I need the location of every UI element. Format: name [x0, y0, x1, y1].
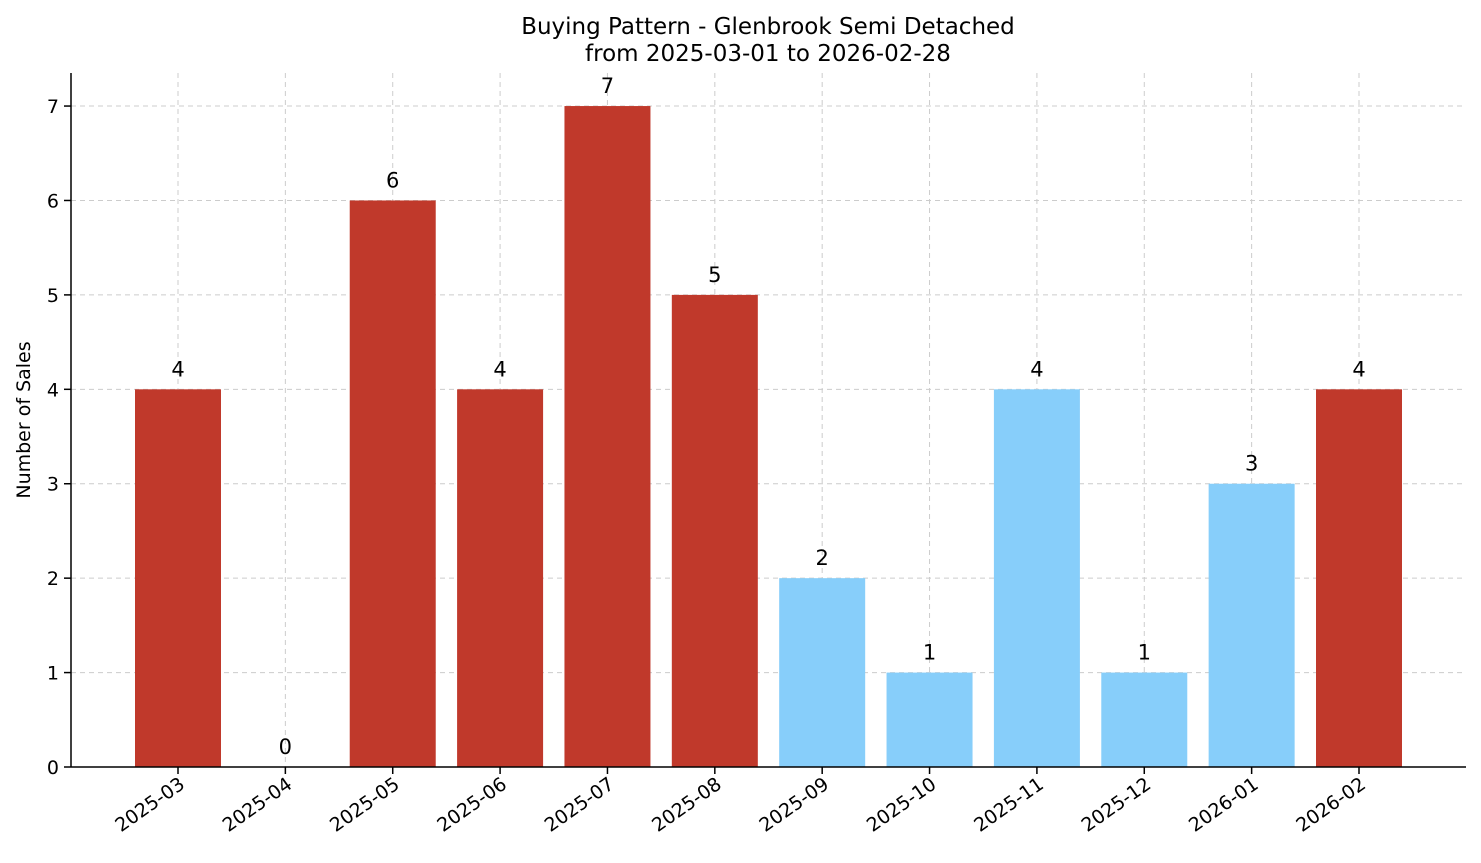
x-axis-ticks: 2025-03 2025-04 2025-05 2025-06 2025-07 2025-… — [111, 767, 1370, 837]
data-label-2025-07: 7 — [601, 74, 614, 98]
x-tick-label-2025-03: 2025-03 — [111, 773, 189, 837]
x-tick-label-2025-08: 2025-08 — [648, 773, 726, 837]
bar-2025-08 — [671, 294, 758, 767]
data-label-2025-11: 4 — [1030, 357, 1043, 381]
y-axis-label: Number of Sales — [13, 341, 35, 498]
data-label-2025-04: 0 — [279, 735, 292, 759]
bar-2025-12 — [1101, 672, 1188, 767]
bars — [135, 106, 1402, 768]
bar-2025-07 — [564, 106, 651, 768]
chart-subtitle: from 2025-03-01 to 2026-02-28 — [585, 41, 951, 67]
y-tick-label-2: 2 — [47, 568, 59, 590]
y-tick-label-3: 3 — [47, 474, 59, 496]
data-label-2025-03: 4 — [171, 357, 184, 381]
chart-title: Buying Pattern - Glenbrook Semi Detached — [521, 14, 1015, 40]
x-tick-label-2025-07: 2025-07 — [541, 773, 619, 837]
x-tick-label-2026-02: 2026-02 — [1292, 773, 1370, 837]
x-tick-label-2025-09: 2025-09 — [755, 773, 833, 837]
y-tick-label-5: 5 — [47, 285, 59, 307]
bar-2025-06 — [457, 389, 544, 767]
axes — [70, 73, 1466, 768]
x-tick-label-2026-01: 2026-01 — [1185, 773, 1263, 837]
data-labels: 4 0 6 4 7 5 2 1 4 1 3 4 — [171, 74, 1365, 759]
bar-2026-01 — [1208, 483, 1295, 767]
bar-2025-09 — [779, 578, 866, 767]
data-label-2025-09: 2 — [815, 546, 828, 570]
x-tick-label-2025-04: 2025-04 — [219, 773, 297, 837]
data-label-2026-02: 4 — [1352, 357, 1365, 381]
x-tick-label-2025-05: 2025-05 — [326, 773, 404, 837]
y-tick-label-6: 6 — [47, 190, 59, 212]
data-label-2025-06: 4 — [493, 357, 506, 381]
data-label-2026-01: 3 — [1245, 452, 1258, 476]
y-tick-label-1: 1 — [47, 663, 59, 685]
y-axis-ticks: 0 1 2 3 4 5 6 7 — [47, 96, 71, 779]
x-tick-label-2025-06: 2025-06 — [433, 773, 511, 837]
bar-2026-02 — [1316, 389, 1402, 767]
y-tick-label-0: 0 — [47, 757, 59, 779]
data-label-2025-10: 1 — [923, 641, 936, 665]
data-label-2025-08: 5 — [708, 263, 721, 287]
data-label-2025-05: 6 — [386, 168, 399, 192]
bar-2025-11 — [993, 389, 1080, 767]
bar-2025-10 — [886, 672, 973, 767]
y-tick-label-7: 7 — [47, 96, 59, 118]
x-tick-label-2025-10: 2025-10 — [863, 773, 941, 837]
y-tick-label-4: 4 — [47, 379, 59, 401]
data-label-2025-12: 1 — [1138, 641, 1151, 665]
bar-2025-05 — [349, 200, 436, 768]
bar-2025-03 — [135, 389, 221, 767]
x-tick-label-2025-11: 2025-11 — [970, 773, 1048, 837]
x-tick-label-2025-12: 2025-12 — [1077, 773, 1155, 837]
